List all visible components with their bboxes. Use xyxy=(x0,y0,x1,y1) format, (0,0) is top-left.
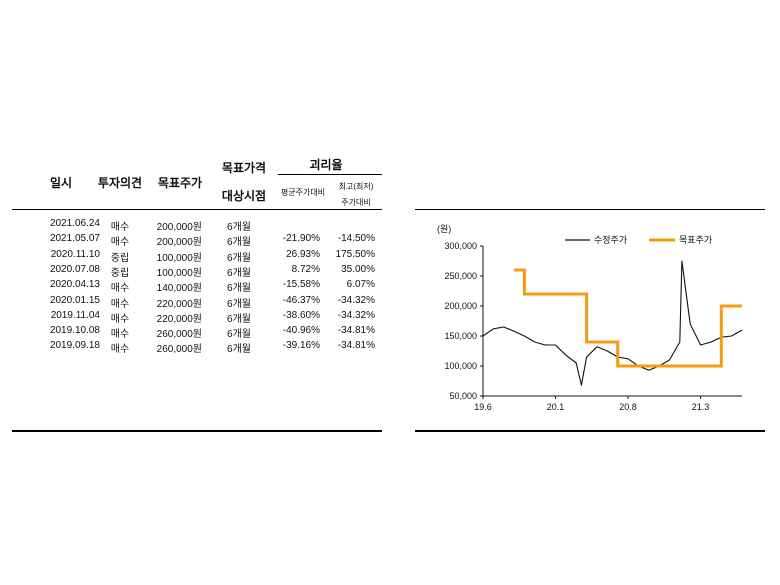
cell-period: 6개월 xyxy=(227,313,251,325)
cell-max-disparity: -34.32% xyxy=(337,309,375,321)
cell-period: 6개월 xyxy=(227,344,251,356)
cell-period: 6개월 xyxy=(227,298,251,310)
y-axis-unit-label: (원) xyxy=(437,224,451,234)
header-disparity: 괴리율 xyxy=(309,158,343,172)
cell-avg-disparity: -15.58% xyxy=(282,279,320,291)
target-price-series-line xyxy=(514,268,742,368)
cell-opinion: 중립 xyxy=(110,252,130,264)
cell-max-disparity: -34.32% xyxy=(337,294,375,306)
y-tick-label: 100,000 xyxy=(444,361,477,371)
y-tick-label: 50,000 xyxy=(449,391,477,401)
cell-avg-disparity: 26.93% xyxy=(286,248,320,260)
legend-price-label: 수정주가 xyxy=(594,235,627,245)
cell-max-disparity: -14.50% xyxy=(337,233,375,245)
cell-date: 2020.04.13 xyxy=(49,279,100,291)
cell-avg-disparity: -21.90% xyxy=(282,233,320,245)
header-max-line1: 최고(최저) xyxy=(338,182,374,191)
cell-max-disparity: 175.50% xyxy=(335,248,375,260)
cell-period: 6개월 xyxy=(227,283,251,295)
cell-target-price: 260,000원 xyxy=(156,329,202,341)
cell-period: 6개월 xyxy=(227,222,251,233)
x-tick-label: 20.1 xyxy=(547,402,565,412)
cell-avg-disparity: -46.37% xyxy=(282,294,320,306)
cell-avg-disparity: 8.72% xyxy=(291,263,320,275)
table-bottom-rule xyxy=(12,430,382,432)
header-max-line2: 주가대비 xyxy=(341,198,371,207)
cell-max-disparity: 6.07% xyxy=(346,279,375,291)
cell-target-price: 220,000원 xyxy=(156,298,202,310)
x-tick-label: 21.3 xyxy=(692,402,710,412)
header-target-price: 목표주가 xyxy=(157,176,203,190)
cell-date: 2019.11.04 xyxy=(50,309,100,321)
cell-max-disparity: -34.81% xyxy=(337,340,375,352)
cell-date: 2019.09.18 xyxy=(49,340,100,352)
cell-opinion: 매수 xyxy=(110,283,130,295)
y-tick-label: 150,000 xyxy=(444,331,477,341)
cell-target-price: 140,000원 xyxy=(156,283,202,295)
x-tick-label: 19.6 xyxy=(474,402,492,412)
cell-opinion: 매수 xyxy=(110,222,130,233)
header-period-line2: 대상시점 xyxy=(221,189,267,203)
y-tick-label: 250,000 xyxy=(444,271,477,281)
cell-target-price: 200,000원 xyxy=(156,222,202,233)
header-date: 일시 xyxy=(49,176,73,190)
cell-target-price: 100,000원 xyxy=(156,267,202,279)
cell-period: 6개월 xyxy=(227,267,251,279)
legend: 수정주가 목표주가 xyxy=(565,235,712,245)
x-tick-label: 20.8 xyxy=(619,402,637,412)
y-tick-label: 300,000 xyxy=(444,241,477,251)
legend-target-label: 목표주가 xyxy=(679,235,712,245)
cell-max-disparity: -34.81% xyxy=(337,325,375,337)
cell-avg-disparity: -39.16% xyxy=(282,340,320,352)
cell-max-disparity: 35.00% xyxy=(341,263,375,275)
header-avg: 평균주가대비 xyxy=(280,188,326,197)
cell-target-price: 200,000원 xyxy=(156,237,202,249)
y-tick-label: 200,000 xyxy=(444,301,477,311)
cell-period: 6개월 xyxy=(227,329,251,341)
cell-date: 2021.06.24 xyxy=(49,218,100,229)
cell-date: 2020.07.08 xyxy=(49,263,100,275)
cell-opinion: 매수 xyxy=(110,237,130,249)
cell-opinion: 매수 xyxy=(110,313,130,325)
cell-date: 2020.01.15 xyxy=(49,294,100,306)
cell-opinion: 매수 xyxy=(110,344,130,356)
disparity-rule xyxy=(278,174,382,175)
cell-avg-disparity: -40.96% xyxy=(282,325,320,337)
chart-top-rule xyxy=(415,209,765,210)
cell-opinion: 매수 xyxy=(110,329,130,341)
cell-avg-disparity: -38.60% xyxy=(282,309,320,321)
cell-period: 6개월 xyxy=(227,252,251,264)
price-series-line xyxy=(482,260,743,386)
cell-period: 6개월 xyxy=(227,237,251,249)
header-opinion: 투자의견 xyxy=(97,176,143,190)
cell-date: 2021.05.07 xyxy=(49,233,100,245)
header-period-line1: 목표가격 xyxy=(221,161,267,175)
cell-opinion: 매수 xyxy=(110,298,130,310)
cell-target-price: 100,000원 xyxy=(156,252,202,264)
cell-opinion: 중립 xyxy=(110,267,130,279)
cell-target-price: 220,000원 xyxy=(156,313,202,325)
cell-date: 2020.11.10 xyxy=(50,248,100,260)
table-header-rule xyxy=(12,209,382,210)
chart-bottom-rule xyxy=(415,430,765,432)
cell-date: 2019.10.08 xyxy=(49,325,100,337)
cell-target-price: 260,000원 xyxy=(156,344,202,356)
